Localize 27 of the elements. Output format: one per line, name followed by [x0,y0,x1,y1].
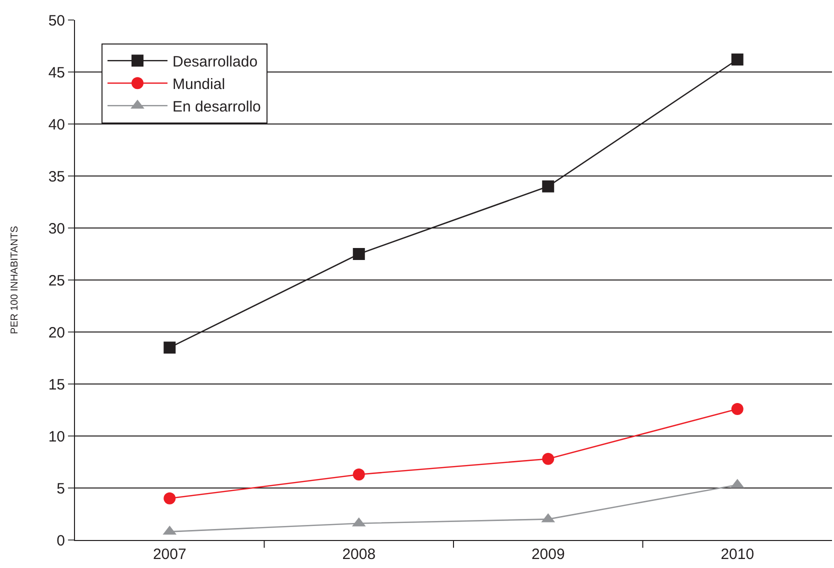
legend-label: Desarrollado [172,54,258,70]
y-tick-label: 10 [48,428,65,446]
x-tick-label: 2008 [342,546,376,563]
point [731,402,744,415]
y-tick-label: 50 [48,12,65,30]
y-axis-title: PER 100 INHABITANTS [9,226,20,334]
x-tick-label: 2009 [531,546,565,563]
y-tick-label: 25 [48,272,65,290]
point [164,342,176,354]
point [542,452,554,465]
y-tick-label: 20 [48,324,65,342]
point [542,180,554,192]
y-tick-label: 0 [56,532,65,550]
point [164,492,176,504]
point [731,54,744,66]
legend-label: Mundial [172,76,226,93]
legend-label: En desarrollo [172,98,261,116]
point [352,468,365,480]
x-tick-label: 2010 [720,546,754,563]
y-tick-label: 45 [48,64,65,82]
x-tick-label: 2007 [152,546,186,563]
y-tick-label: 15 [48,376,65,394]
y-tick-label: 35 [48,168,65,186]
y-tick-label: 5 [56,480,65,498]
y-tick-label: 30 [48,220,65,238]
point [352,248,365,260]
y-tick-label: 40 [48,116,65,134]
